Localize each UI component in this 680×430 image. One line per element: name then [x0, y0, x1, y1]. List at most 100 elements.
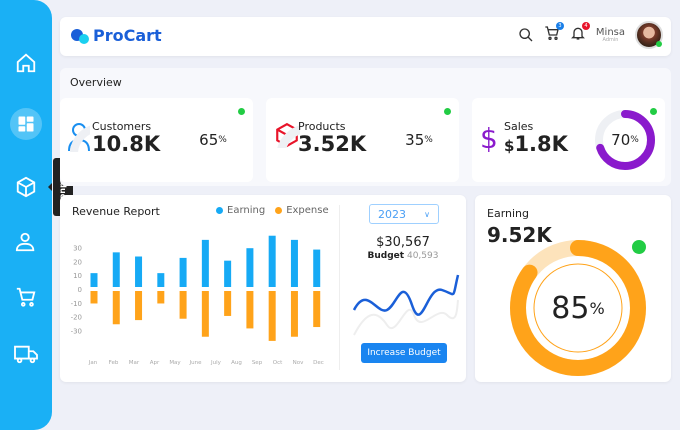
status-dot: [650, 108, 657, 115]
earning-bar: [268, 235, 276, 287]
status-dot: [444, 108, 451, 115]
budget-value: 40,593: [406, 251, 439, 261]
earning-bar: [201, 239, 209, 287]
expense-bar: [90, 291, 98, 304]
cart-icon: [545, 26, 559, 40]
earning-percent: 85%: [551, 290, 605, 326]
customers-icon: [68, 122, 130, 184]
cart-button[interactable]: 3: [544, 22, 564, 45]
stat-value: $1.8K: [504, 132, 568, 156]
earning-bar: [90, 273, 98, 287]
search-icon[interactable]: [518, 27, 534, 43]
x-tick-label: June: [189, 360, 203, 366]
user-info[interactable]: Minsa Admin: [596, 27, 625, 43]
logo[interactable]: ProCart: [70, 26, 162, 45]
year-select[interactable]: 2023 ∨: [369, 204, 439, 224]
users-icon[interactable]: [10, 226, 42, 258]
online-indicator: [656, 41, 662, 47]
inner-ring: [533, 263, 623, 353]
cart-icon[interactable]: [10, 281, 42, 313]
revenue-title: Revenue Report: [72, 205, 160, 218]
expense-bar: [201, 291, 209, 337]
expense-bar: [157, 291, 165, 304]
earning-gauge: [510, 240, 646, 376]
stat-card-sales: $ Sales $1.8K 70%: [472, 98, 665, 182]
stat-card-customers: Customers 10.8K 65%: [60, 98, 253, 184]
cart-badge: 3: [555, 22, 564, 30]
earning-bar: [290, 239, 298, 287]
legend-earning: Earning: [227, 205, 266, 216]
bell-badge: 4: [581, 22, 590, 30]
stat-value: 3.52K: [298, 132, 367, 156]
header: ProCart 3 4 Minsa Admin: [60, 17, 671, 56]
dashboard-icon[interactable]: [10, 108, 42, 140]
y-tick-label: 0: [78, 286, 82, 294]
x-tick-label: Aug: [231, 360, 242, 366]
expense-bar: [313, 291, 321, 328]
overview-section: Overview Customers 10.8K 65% Products 3.…: [60, 68, 671, 190]
stat-value: 10.8K: [92, 132, 161, 156]
expense-bar: [112, 291, 120, 325]
status-dot: [632, 240, 646, 254]
earning-bar: [157, 273, 165, 287]
y-tick-label: 30: [73, 244, 82, 252]
revenue-bar-chart: 30 20 10 0 -10 -20 -30 Jan Feb Mar Apr May June July A…: [71, 235, 324, 366]
expense-bar: [290, 291, 298, 337]
ring-progress: [595, 110, 655, 170]
overview-title: Overview: [70, 76, 122, 89]
earning-value: 9.52K: [487, 223, 552, 247]
y-tick-label: 20: [73, 258, 82, 266]
x-tick-label: July: [210, 360, 222, 366]
revenue-report-card: Revenue Report Earning Expense 30 20 10 0 -1…: [60, 195, 466, 382]
earning-title: Earning: [487, 207, 530, 220]
earning-bar: [313, 249, 321, 287]
x-tick-label: May: [169, 360, 181, 366]
expense-bar: [135, 291, 143, 321]
avatar[interactable]: [635, 21, 663, 49]
sales-icon: $: [480, 122, 498, 155]
notifications-button[interactable]: 4: [570, 22, 590, 45]
brand-name: ProCart: [93, 26, 162, 45]
expense-bar: [268, 291, 276, 341]
home-icon[interactable]: [10, 47, 42, 79]
bell-icon: [570, 27, 585, 40]
expense-legend-dot: [275, 207, 283, 214]
legend-expense: Expense: [286, 205, 329, 216]
truck-icon[interactable]: [10, 338, 42, 370]
x-tick-label: Dec: [313, 360, 324, 366]
stat-percent: 65%: [199, 131, 227, 149]
revenue-amount: $30,567: [376, 235, 430, 250]
products-icon: [274, 122, 342, 190]
stat-label: Customers: [92, 120, 152, 133]
y-tick-label: 10: [73, 272, 82, 280]
budget-label: Budget: [367, 251, 405, 261]
user-role: Admin: [602, 36, 619, 43]
logo-icon: [71, 28, 89, 44]
stat-label: Products: [298, 120, 346, 133]
year-value: 2023: [378, 207, 406, 221]
earning-bar: [179, 257, 187, 287]
x-tick-label: Mar: [129, 360, 140, 366]
stat-percent: 70%: [611, 131, 639, 149]
earning-bar: [112, 252, 120, 287]
y-tick-label: -20: [71, 314, 82, 322]
budget-sparkline: [352, 274, 460, 336]
box-icon[interactable]: [10, 171, 42, 203]
ring-progress: [510, 240, 646, 376]
x-tick-label: Apr: [150, 360, 160, 366]
chevron-down-icon: ∨: [424, 209, 430, 219]
earning-card: Earning 9.52K 85%: [475, 195, 671, 382]
status-dot: [238, 108, 245, 115]
earning-bar: [135, 256, 143, 287]
earning-bar: [224, 260, 232, 287]
expense-bar: [246, 291, 254, 329]
stat-card-products: Products 3.52K 35%: [266, 98, 459, 190]
x-tick-label: Nov: [293, 360, 304, 366]
x-tick-label: Oct: [273, 360, 283, 366]
stat-label: Sales: [504, 120, 534, 133]
increase-budget-button[interactable]: Increase Budget: [361, 343, 447, 363]
earning-bar: [246, 248, 254, 287]
expense-bar: [179, 291, 187, 319]
sidebar: [0, 0, 52, 430]
ring-track: [70, 124, 130, 184]
